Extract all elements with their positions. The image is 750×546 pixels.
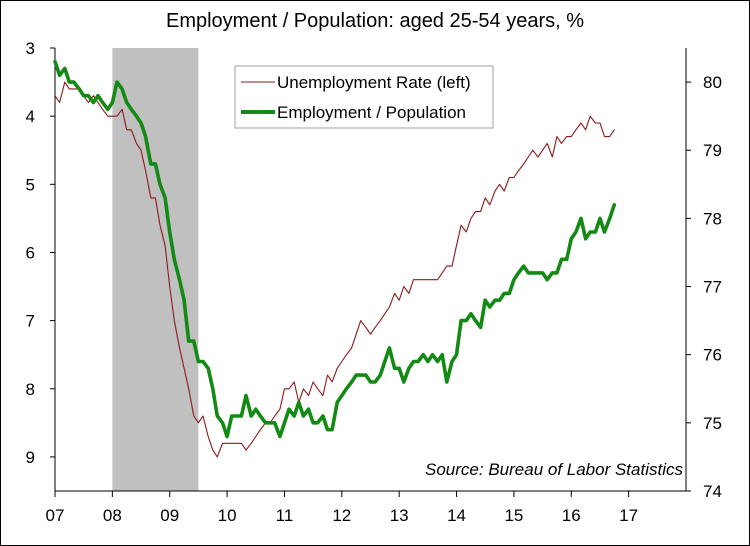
x-tick-label: 14 xyxy=(447,506,466,525)
x-tick-label: 13 xyxy=(390,506,409,525)
axes xyxy=(54,48,687,492)
x-tick-label: 10 xyxy=(218,506,237,525)
y-left-tick-label: 4 xyxy=(26,107,35,126)
y-right-tick-label: 75 xyxy=(703,414,722,433)
recession-band xyxy=(112,48,199,491)
x-tick-label: 15 xyxy=(504,506,523,525)
unemployment-rate-line xyxy=(54,81,615,458)
x-tick-label: 16 xyxy=(562,506,581,525)
y-left-tick-label: 8 xyxy=(26,380,35,399)
x-tick-label: 08 xyxy=(103,506,122,525)
y-left-tick-label: 3 xyxy=(26,39,35,58)
y-right-tick-label: 74 xyxy=(703,482,722,501)
x-tick-label: 12 xyxy=(332,506,351,525)
legend: Unemployment Rate (left) Employment / Po… xyxy=(234,65,494,129)
y-right-tick-label: 76 xyxy=(703,346,722,365)
y-left-tick-label: 5 xyxy=(26,175,35,194)
y-left-tick-label: 6 xyxy=(26,243,35,262)
y-right-tick-label: 80 xyxy=(703,73,722,92)
y-left-tick-label: 9 xyxy=(26,448,35,467)
source-note: Source: Bureau of Labor Statistics xyxy=(425,460,683,479)
y-right-tick-label: 77 xyxy=(703,278,722,297)
series-lines xyxy=(53,59,617,458)
y-right-tick-label: 78 xyxy=(703,209,722,228)
legend-label-unemployment: Unemployment Rate (left) xyxy=(277,73,471,92)
chart-title: Employment / Population: aged 25-54 year… xyxy=(166,10,584,32)
x-tick-label: 09 xyxy=(160,506,179,525)
x-tick-label: 07 xyxy=(46,506,65,525)
legend-label-employment: Employment / Population xyxy=(277,103,466,122)
axis-ticks: 07 08 09 10 11 12 13 14 15 16 17345678974757677787… xyxy=(26,39,722,525)
y-left-tick-label: 7 xyxy=(26,312,35,331)
employment-population-line xyxy=(53,59,617,439)
legend-box xyxy=(234,65,494,129)
x-tick-label: 17 xyxy=(619,506,638,525)
x-tick-label: 11 xyxy=(276,506,294,525)
y-right-tick-label: 79 xyxy=(703,141,722,160)
